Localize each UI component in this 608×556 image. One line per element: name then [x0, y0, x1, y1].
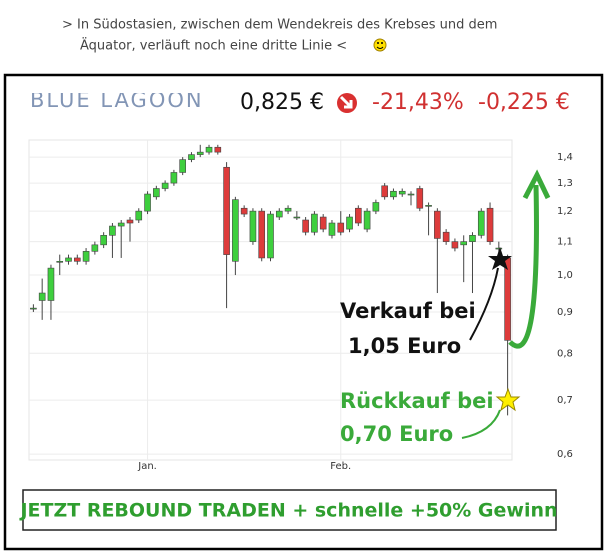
y-tick-label: 1,1: [557, 237, 573, 248]
candle-body: [196, 151, 204, 155]
candle-body: [381, 185, 388, 198]
banner-box: [22, 489, 557, 531]
annotation: 0,70 Euro: [340, 422, 453, 446]
candle-body: [30, 307, 37, 310]
candle-body: [390, 190, 397, 198]
y-tick-label: 0,9: [557, 307, 573, 318]
candle-body: [293, 216, 301, 219]
rebound-arrow: [508, 184, 539, 349]
annotation: Verkauf bei: [340, 299, 476, 323]
candle-body: [267, 213, 274, 259]
candle-body: [56, 260, 64, 263]
candle-body: [434, 210, 441, 239]
quote-line: > In Südostasien, zwischen dem Wendekrei…: [62, 18, 497, 33]
candle-body: [363, 210, 371, 230]
y-tick-label: 1,4: [557, 152, 573, 163]
candle-body: [486, 207, 494, 242]
price: 0,825 €: [240, 90, 324, 115]
annotation: 1,05 Euro: [348, 334, 461, 358]
y-tick-label: 0,7: [557, 395, 573, 406]
candle-body: [355, 207, 362, 224]
candle-body: [407, 193, 415, 196]
candle-body: [495, 247, 503, 250]
rebound-arrowhead: [522, 169, 551, 200]
candle-body: [170, 172, 178, 184]
candle-body: [205, 146, 213, 153]
candle-body: [504, 257, 511, 341]
candle-body: [328, 222, 336, 236]
y-tick-label: 1,2: [557, 206, 573, 217]
candle-body: [240, 207, 248, 215]
candle-body: [179, 159, 186, 173]
buy-star: [495, 387, 521, 412]
candle-body: [460, 241, 468, 246]
candle-body: [82, 251, 90, 262]
y-tick-label: 0,8: [557, 348, 573, 359]
candle-body: [74, 257, 81, 262]
candle-body: [284, 207, 292, 212]
y-tick-label: 0,6: [557, 449, 573, 460]
candle-body: [319, 216, 327, 230]
candle-body: [346, 216, 353, 230]
candle-body: [161, 182, 169, 189]
banner: JETZT REBOUND TRADEN + schnelle +50% Gew…: [18, 500, 557, 522]
candle-body: [100, 235, 107, 246]
candle-body: [416, 188, 424, 209]
candle-body: [302, 219, 309, 233]
y-tick-label: 1,3: [557, 178, 573, 189]
candle-body: [91, 244, 99, 252]
candle-body: [135, 210, 143, 221]
arrow: [469, 267, 499, 341]
logo-mask: [25, 86, 200, 93]
candle-body: [117, 222, 125, 227]
candle-body: [153, 188, 160, 198]
change-abs: -0,225 €: [478, 90, 570, 115]
smiley: [373, 38, 387, 52]
sell-star: [488, 247, 512, 270]
candle-body: [65, 257, 72, 262]
annotation: Rückkauf bei: [340, 389, 494, 413]
candle-body: [258, 210, 266, 259]
candle-body: [398, 190, 406, 195]
candle-body: [232, 199, 239, 262]
x-tick-label: Feb.: [330, 461, 351, 472]
candle-body: [223, 166, 230, 255]
plot-area: [28, 139, 513, 461]
frame: [3, 73, 604, 551]
candle-body: [451, 241, 459, 249]
candle-body: [109, 225, 116, 236]
change-pct: -21,43%: [372, 90, 464, 115]
candle-body: [144, 193, 151, 212]
candle-body: [38, 292, 46, 301]
candle-body: [442, 231, 450, 242]
arrow: [461, 409, 501, 439]
candle-body: [469, 235, 476, 242]
candle-body: [311, 213, 318, 233]
candle-body: [425, 205, 432, 207]
candle-body: [249, 210, 257, 242]
candle-body: [275, 210, 283, 218]
candle-body: [126, 219, 134, 224]
candle-body: [214, 146, 222, 153]
candle-body: [337, 222, 345, 233]
quote-line: Äquator, verläuft noch eine dritte Linie…: [80, 38, 347, 54]
down-icon: [337, 93, 357, 113]
candle-body: [477, 210, 485, 236]
candle-body: [47, 267, 55, 301]
candle-body: [372, 202, 380, 212]
candle-body: [188, 154, 195, 160]
y-tick-label: 1,0: [557, 270, 573, 281]
x-tick-label: Jan.: [137, 461, 157, 472]
